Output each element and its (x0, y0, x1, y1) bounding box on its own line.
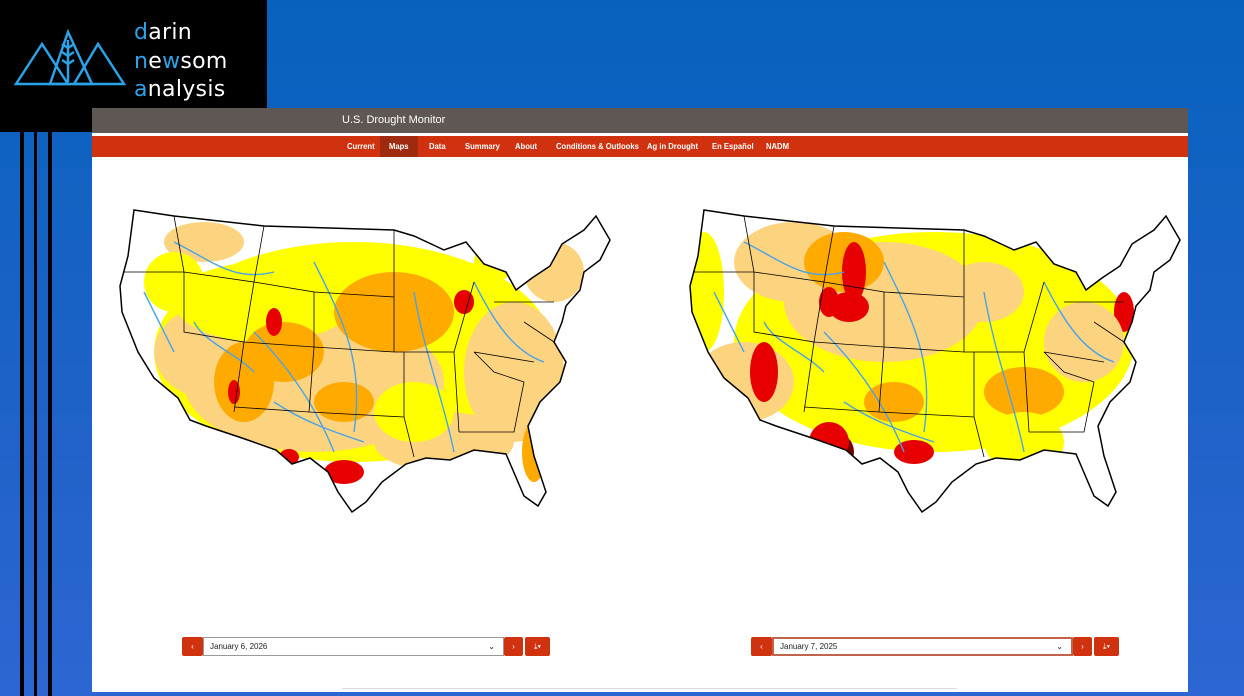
next-button[interactable]: › (1073, 637, 1092, 656)
date-control: ‹ January 6, 2026 ⌄ › ⤓▾ (182, 637, 550, 656)
stripe (20, 132, 24, 696)
drought-area (144, 252, 204, 312)
drought-area (984, 412, 1064, 472)
site-title: U.S. Drought Monitor (342, 114, 446, 126)
nav-item[interactable]: Ag in Drought (647, 141, 698, 151)
logo-text: e (148, 49, 163, 74)
drought-area (522, 422, 546, 482)
scroll-line (342, 688, 957, 689)
site-header: U.S. Drought Monitor (92, 108, 1188, 133)
nav-item[interactable]: Maps (380, 136, 418, 157)
logo-letter: d (134, 20, 149, 45)
logo: darin newsom analysis (0, 0, 267, 132)
drought-area (228, 380, 240, 404)
prev-button[interactable]: ‹ (182, 637, 203, 656)
rivers (713, 241, 1115, 453)
nav-bar: Current Maps Data Summary About Conditions & … (92, 136, 1188, 157)
next-button[interactable]: › (504, 637, 523, 656)
rivers (143, 241, 545, 453)
logo-letter: w (162, 49, 181, 74)
drought-map (119, 209, 611, 514)
drought-area (324, 460, 364, 484)
nav-item[interactable]: Current (347, 141, 375, 151)
drought-area (864, 382, 924, 422)
nav-item[interactable]: Conditions & Outlooks (556, 141, 639, 151)
browser-panel: U.S. Drought Monitor Current Maps Data Summ… (92, 108, 1188, 692)
logo-line: analysis (134, 77, 226, 102)
drought-area (454, 290, 474, 314)
nav-item[interactable]: About (515, 141, 538, 151)
drought-area (524, 242, 584, 302)
state-borders (694, 215, 1125, 458)
download-button[interactable]: ⤓▾ (525, 637, 550, 656)
us-border (689, 209, 1181, 514)
drought-area (750, 342, 778, 402)
drought-area (314, 382, 374, 422)
drought-area (984, 367, 1064, 417)
drought-area (214, 342, 274, 422)
drought-areas (124, 215, 584, 484)
drought-area (164, 222, 244, 262)
download-button[interactable]: ⤓▾ (1094, 637, 1119, 656)
drought-area (174, 262, 354, 342)
stripe (34, 132, 37, 696)
us-border (119, 209, 611, 514)
nav-item[interactable]: Data (429, 141, 446, 151)
drought-area (894, 440, 934, 464)
logo-letter: a (134, 77, 148, 102)
drought-area (842, 242, 866, 302)
state-borders (124, 215, 555, 458)
drought-map (689, 209, 1181, 514)
date-text: January 7, 2025 (780, 642, 838, 651)
drought-area (464, 302, 564, 442)
dropdown-caret: ⌄ (1056, 642, 1063, 651)
logo-text: nalysis (147, 77, 226, 102)
logo-text: som (180, 49, 228, 74)
logo-text: arin (148, 20, 193, 45)
logo-mark (13, 28, 127, 86)
nav-item[interactable]: Summary (465, 141, 500, 151)
drought-area (266, 308, 282, 336)
stripe (48, 132, 52, 696)
logo-letter: n (134, 49, 149, 74)
dropdown-caret: ⌄ (488, 642, 495, 651)
nav-item[interactable]: En Español (712, 141, 754, 151)
nav-item[interactable]: NADM (766, 141, 789, 151)
date-select[interactable]: January 7, 2025 ⌄ (772, 637, 1073, 656)
date-control: ‹ January 7, 2025 ⌄ › ⤓▾ (751, 637, 1119, 656)
date-text: January 6, 2026 (210, 642, 268, 651)
prev-button[interactable]: ‹ (751, 637, 772, 656)
drought-area (374, 382, 454, 442)
logo-line: darin (134, 20, 192, 45)
drought-area (829, 292, 869, 322)
logo-line: newsom (134, 49, 228, 74)
drought-area (809, 422, 849, 462)
date-select[interactable]: January 6, 2026 ⌄ (203, 637, 504, 656)
